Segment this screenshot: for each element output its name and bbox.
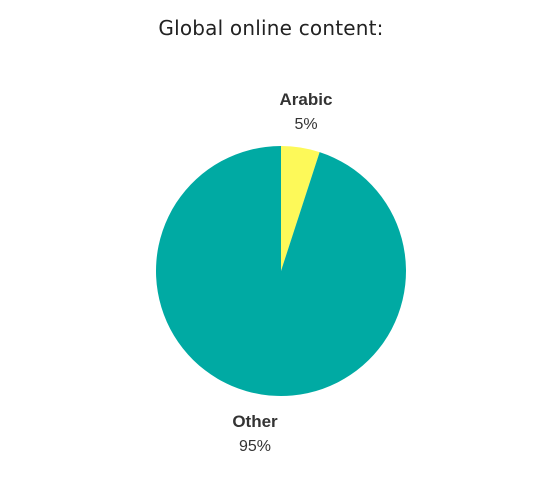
pie-slice-other <box>155 146 406 397</box>
pie-slices <box>155 146 406 397</box>
slice-value-arabic: 5% <box>294 116 317 133</box>
chart-title: Global online content: <box>158 16 384 40</box>
slice-label-arabic: Arabic <box>280 90 333 109</box>
slice-labels: Arabic 5% Other 95% <box>232 90 332 455</box>
pie-slice-arabic <box>281 146 320 271</box>
slice-label-other: Other <box>232 412 278 431</box>
slice-value-other: 95% <box>239 438 271 455</box>
